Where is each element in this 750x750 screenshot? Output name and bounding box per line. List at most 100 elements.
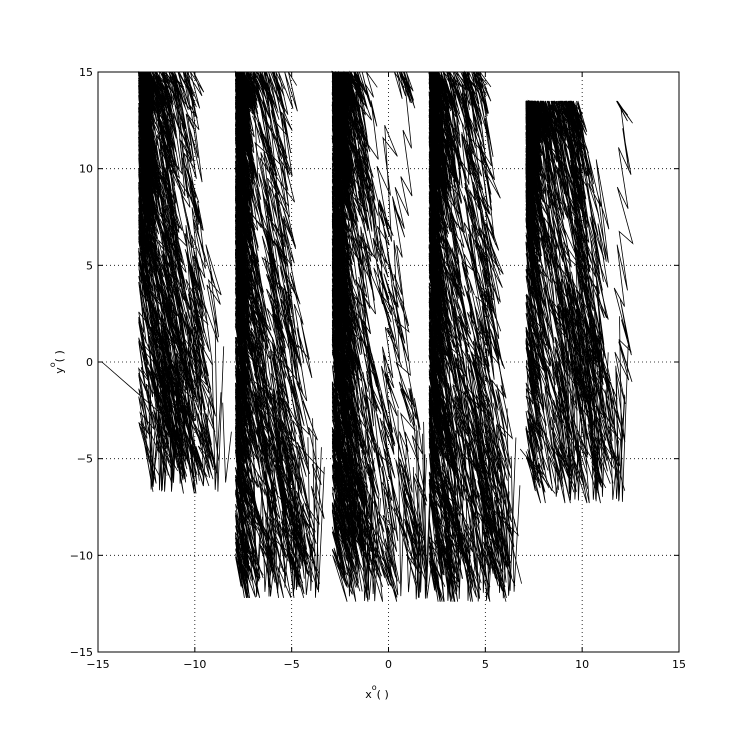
eye-trace-streak: [158, 396, 168, 492]
eye-trace-streak: [281, 475, 292, 588]
eye-trace-streak: [609, 411, 619, 500]
y-tick-label: −10: [70, 549, 93, 562]
eye-trace-streak: [168, 353, 178, 483]
eye-trace: [475, 71, 505, 602]
outlier-segment: [519, 448, 556, 494]
eye-trace-streak: [211, 363, 222, 490]
eye-trace-streak: [571, 379, 582, 500]
eye-trace: [525, 100, 552, 489]
eye-trace-streak: [147, 370, 158, 490]
eye-trace: [546, 100, 607, 489]
eye-trace-streak: [405, 493, 415, 593]
eye-trace: [472, 71, 516, 602]
eye-trace: [342, 71, 426, 580]
eye-trace-streak: [397, 410, 407, 597]
eye-trace-streak: [307, 437, 317, 591]
eye-trace-streak: [415, 515, 425, 598]
outlier-segment: [101, 361, 180, 431]
eye-trace-streak: [496, 427, 506, 593]
y-tick-label: 5: [86, 259, 93, 272]
eye-trace: [453, 71, 499, 572]
eye-trace: [270, 71, 313, 599]
eye-trace: [392, 71, 427, 573]
eye-trace-streak: [455, 414, 466, 599]
eye-trace: [139, 71, 189, 477]
eye-trace-streak: [615, 365, 625, 502]
eye-trace-streak: [170, 344, 180, 483]
eye-trace: [331, 70, 372, 573]
eye-trace-streak: [158, 337, 169, 491]
eye-trace-streak: [315, 437, 325, 593]
eye-trace-streak: [200, 367, 210, 486]
eye-trace-streak: [506, 408, 517, 591]
y-tick-label: −5: [77, 453, 93, 466]
y-tick-label: 15: [79, 66, 93, 79]
y-axis-label-unit: ( ): [53, 350, 66, 362]
eye-trace-streak: [371, 469, 381, 602]
eye-trace: [542, 100, 591, 493]
eye-trace-streak: [361, 494, 371, 602]
eye-trace-streak: [365, 504, 376, 600]
eye-trace-streak: [412, 467, 423, 600]
eye-trace: [234, 71, 264, 599]
eye-trace-streak: [346, 455, 356, 597]
eye-trace-streak: [446, 419, 457, 592]
eye-trace: [331, 71, 421, 590]
eye-trace-streak: [293, 480, 303, 591]
eye-trace-streak: [483, 505, 493, 601]
eye-trace-streak: [267, 515, 277, 597]
eye-trace-streak: [594, 321, 604, 494]
eye-trace-streak: [417, 430, 427, 593]
y-tick-label: −15: [70, 646, 93, 659]
y-axis-label-text: y: [53, 367, 66, 374]
eye-trace-streak: [613, 389, 623, 499]
x-axis-label: xo( ): [365, 683, 389, 701]
eye-trace: [138, 71, 167, 471]
eye-trace-streak: [464, 422, 475, 601]
eye-trace: [147, 71, 178, 460]
eye-trace-streak: [619, 316, 629, 502]
eye-trace-streak: [505, 490, 515, 596]
eye-trace-streak: [253, 487, 263, 595]
eye-trace-streak: [453, 431, 463, 592]
eye-trace: [428, 71, 471, 584]
eye-traces: [101, 70, 634, 602]
eye-trace: [138, 71, 188, 479]
eye-trace-streak: [168, 386, 178, 492]
eye-trace-streak: [294, 474, 305, 588]
eye-trace-streak: [567, 350, 577, 501]
eye-trace-streak: [592, 324, 603, 502]
eye-trace: [168, 71, 222, 468]
eye-trace-streak: [552, 424, 563, 497]
y-tick-label: 0: [86, 356, 93, 369]
eye-trace-streak: [222, 402, 232, 483]
eye-trace-streak: [575, 337, 585, 501]
eye-trace-streak: [510, 456, 521, 592]
outlier-segment: [241, 381, 325, 475]
eye-trace-streak: [291, 421, 301, 590]
x-tick-label: 5: [482, 658, 489, 671]
eye-trace: [273, 71, 325, 590]
eye-trace: [525, 100, 562, 493]
y-axis-label-superscript: o: [48, 362, 57, 367]
eye-trace: [177, 71, 220, 461]
eye-trace-streak: [148, 415, 159, 487]
eye-trace-streak: [369, 464, 380, 595]
x-tick-label: −15: [86, 658, 109, 671]
x-tick-label: −5: [284, 658, 300, 671]
eye-trace-streak: [500, 462, 510, 599]
eye-trace-streak: [149, 387, 159, 486]
eye-trace-streak: [448, 505, 459, 599]
x-axis-label-text: x: [365, 688, 372, 701]
x-tick-label: 15: [672, 658, 686, 671]
eye-trace: [234, 71, 254, 598]
eye-trace: [138, 71, 182, 483]
eye-trace-streak: [274, 489, 284, 594]
y-tick-label: 10: [79, 163, 93, 176]
x-axis-label-unit: ( ): [377, 688, 389, 701]
x-axis-label-superscript: o: [372, 683, 377, 692]
eye-trace-streak: [467, 524, 477, 594]
eye-trace-streak: [265, 437, 276, 597]
eye-trace-streak: [480, 419, 490, 593]
